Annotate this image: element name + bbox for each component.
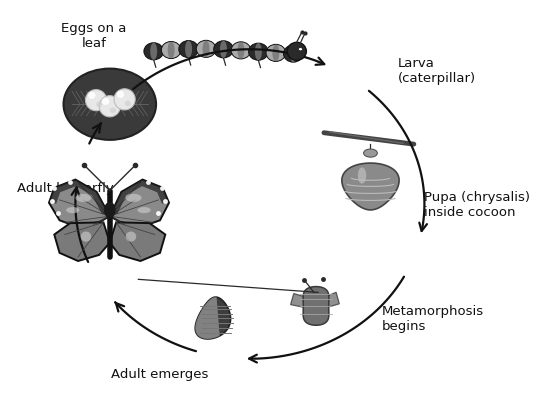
- Ellipse shape: [203, 41, 210, 58]
- Polygon shape: [110, 223, 165, 261]
- Ellipse shape: [86, 90, 107, 112]
- Polygon shape: [49, 180, 110, 217]
- Ellipse shape: [76, 194, 91, 202]
- Ellipse shape: [220, 42, 227, 59]
- Text: Metamorphosis
begins: Metamorphosis begins: [382, 304, 484, 332]
- Ellipse shape: [66, 207, 79, 213]
- Ellipse shape: [114, 90, 135, 111]
- Text: Adult emerges: Adult emerges: [112, 367, 209, 380]
- Ellipse shape: [168, 43, 174, 59]
- Polygon shape: [291, 294, 312, 308]
- Ellipse shape: [125, 101, 131, 107]
- Ellipse shape: [237, 43, 245, 60]
- Ellipse shape: [144, 44, 163, 61]
- Polygon shape: [320, 293, 339, 308]
- Ellipse shape: [110, 108, 116, 114]
- Ellipse shape: [231, 43, 251, 60]
- Ellipse shape: [96, 102, 102, 108]
- Text: Pupa (chrysalis)
inside cocoon: Pupa (chrysalis) inside cocoon: [424, 191, 530, 218]
- Ellipse shape: [161, 43, 181, 59]
- Ellipse shape: [126, 194, 141, 202]
- Ellipse shape: [88, 92, 95, 100]
- Ellipse shape: [197, 41, 216, 58]
- Text: Larva
(caterpillar): Larva (caterpillar): [398, 56, 476, 84]
- Ellipse shape: [287, 43, 306, 61]
- Ellipse shape: [99, 97, 120, 117]
- Ellipse shape: [102, 99, 109, 106]
- Ellipse shape: [126, 232, 136, 242]
- Ellipse shape: [358, 168, 366, 184]
- Ellipse shape: [185, 41, 192, 58]
- Ellipse shape: [137, 207, 151, 213]
- Polygon shape: [54, 223, 110, 261]
- Ellipse shape: [272, 45, 279, 62]
- Ellipse shape: [63, 70, 156, 141]
- Ellipse shape: [290, 46, 297, 63]
- Polygon shape: [110, 180, 169, 228]
- Ellipse shape: [248, 44, 268, 61]
- Ellipse shape: [179, 41, 198, 58]
- Polygon shape: [195, 297, 220, 339]
- Polygon shape: [342, 164, 399, 210]
- Ellipse shape: [298, 49, 302, 52]
- Ellipse shape: [150, 44, 157, 61]
- Text: Adult butterfly: Adult butterfly: [17, 182, 114, 195]
- Polygon shape: [49, 180, 110, 228]
- Text: Eggs on a
leaf: Eggs on a leaf: [61, 22, 126, 50]
- Ellipse shape: [364, 150, 378, 158]
- Ellipse shape: [266, 45, 285, 62]
- Ellipse shape: [255, 44, 262, 61]
- Ellipse shape: [104, 202, 115, 219]
- Polygon shape: [110, 180, 169, 217]
- Ellipse shape: [116, 92, 124, 99]
- Ellipse shape: [214, 42, 233, 59]
- Polygon shape: [195, 297, 231, 339]
- Polygon shape: [303, 287, 329, 326]
- Ellipse shape: [81, 232, 91, 242]
- Ellipse shape: [284, 46, 303, 63]
